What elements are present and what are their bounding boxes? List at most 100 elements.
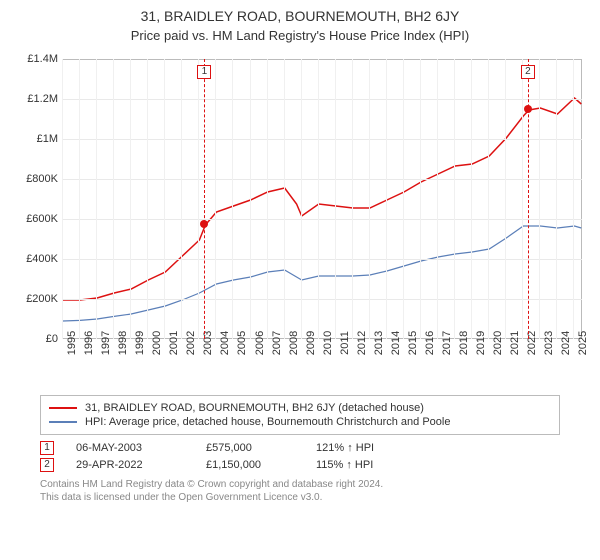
x-tick-label: 2010: [322, 331, 334, 355]
x-tick-label: 2020: [492, 331, 504, 355]
legend-label: HPI: Average price, detached house, Bour…: [85, 416, 450, 428]
grid-v: [215, 59, 216, 339]
sales-table: 1 06-MAY-2003£575,000121% ↑ HPI 2 29-APR-20…: [40, 441, 560, 472]
chart-legend: 31, BRAIDLEY ROAD, BOURNEMOUTH, BH2 6JY …: [40, 395, 560, 435]
x-tick-label: 2011: [339, 331, 351, 355]
x-tick-label: 2002: [185, 331, 197, 355]
x-tick-label: 2004: [219, 331, 231, 355]
sale-vline: [528, 59, 529, 339]
grid-v: [113, 59, 114, 339]
grid-v: [505, 59, 506, 339]
x-tick-label: 2021: [509, 331, 521, 355]
grid-v: [267, 59, 268, 339]
legend-label: 31, BRAIDLEY ROAD, BOURNEMOUTH, BH2 6JY …: [85, 402, 424, 414]
sales-row-num: 1: [40, 441, 54, 455]
grid-h: [62, 299, 582, 300]
grid-v: [369, 59, 370, 339]
page-title: 31, BRAIDLEY ROAD, BOURNEMOUTH, BH2 6JY: [10, 8, 590, 24]
y-tick-label: £1.2M: [10, 93, 58, 105]
sales-row-num: 2: [40, 458, 54, 472]
x-tick-label: 2023: [543, 331, 555, 355]
x-tick-label: 2000: [151, 331, 163, 355]
grid-h: [62, 259, 582, 260]
plot-area: [62, 59, 582, 339]
grid-v: [232, 59, 233, 339]
y-tick-label: £800K: [10, 173, 58, 185]
grid-h: [62, 139, 582, 140]
x-tick-label: 2001: [168, 331, 180, 355]
grid-v: [556, 59, 557, 339]
x-tick-label: 2006: [254, 331, 266, 355]
grid-v: [386, 59, 387, 339]
grid-v: [471, 59, 472, 339]
y-tick-label: £0: [10, 333, 58, 345]
grid-v: [420, 59, 421, 339]
grid-v: [96, 59, 97, 339]
x-tick-label: 2013: [373, 331, 385, 355]
x-tick-label: 2019: [475, 331, 487, 355]
grid-h: [62, 179, 582, 180]
sale-point: [524, 105, 532, 113]
footer-attribution: Contains HM Land Registry data © Crown c…: [40, 478, 560, 504]
x-tick-label: 2014: [390, 331, 402, 355]
grid-v: [335, 59, 336, 339]
grid-v: [250, 59, 251, 339]
sales-row: 2 29-APR-2022£1,150,000115% ↑ HPI: [40, 458, 560, 472]
grid-v: [454, 59, 455, 339]
sales-row-date: 29-APR-2022: [76, 459, 206, 471]
x-tick-label: 2008: [288, 331, 300, 355]
grid-v: [352, 59, 353, 339]
x-tick-label: 1998: [117, 331, 129, 355]
grid-v: [130, 59, 131, 339]
x-tick-label: 2012: [356, 331, 368, 355]
grid-v: [62, 59, 63, 339]
x-tick-label: 2015: [407, 331, 419, 355]
x-tick-label: 2025: [577, 331, 589, 355]
footer-line2: This data is licensed under the Open Gov…: [40, 491, 560, 504]
grid-v: [284, 59, 285, 339]
sales-row-date: 06-MAY-2003: [76, 442, 206, 454]
grid-v: [488, 59, 489, 339]
sale-point: [200, 220, 208, 228]
grid-v: [318, 59, 319, 339]
grid-v: [79, 59, 80, 339]
y-tick-label: £200K: [10, 293, 58, 305]
grid-v: [573, 59, 574, 339]
page-subtitle: Price paid vs. HM Land Registry's House …: [10, 28, 590, 43]
legend-swatch: [49, 421, 77, 423]
price-chart: £0£200K£400K£600K£800K£1M£1.2M£1.4M19951…: [10, 51, 590, 391]
legend-swatch: [49, 407, 77, 409]
grid-v: [437, 59, 438, 339]
x-tick-label: 2018: [458, 331, 470, 355]
grid-v: [198, 59, 199, 339]
series-hpi: [63, 226, 581, 321]
grid-h: [62, 99, 582, 100]
grid-v: [164, 59, 165, 339]
grid-v: [147, 59, 148, 339]
grid-v: [539, 59, 540, 339]
x-tick-label: 2017: [441, 331, 453, 355]
y-tick-label: £1M: [10, 133, 58, 145]
x-tick-label: 2016: [424, 331, 436, 355]
sales-row-price: £1,150,000: [206, 459, 316, 471]
x-tick-label: 1996: [83, 331, 95, 355]
y-tick-label: £600K: [10, 213, 58, 225]
x-tick-label: 1997: [100, 331, 112, 355]
x-tick-label: 2009: [305, 331, 317, 355]
x-tick-label: 2005: [236, 331, 248, 355]
series-property: [63, 98, 581, 300]
x-tick-label: 1995: [66, 331, 78, 355]
x-tick-label: 1999: [134, 331, 146, 355]
sales-row-hpi: 121% ↑ HPI: [316, 442, 436, 454]
sales-row: 1 06-MAY-2003£575,000121% ↑ HPI: [40, 441, 560, 455]
x-tick-label: 2007: [271, 331, 283, 355]
sale-label-box: 1: [197, 65, 211, 79]
sales-row-hpi: 115% ↑ HPI: [316, 459, 436, 471]
grid-v: [181, 59, 182, 339]
grid-v: [301, 59, 302, 339]
sales-row-price: £575,000: [206, 442, 316, 454]
y-tick-label: £400K: [10, 253, 58, 265]
sale-label-box: 2: [521, 65, 535, 79]
grid-v: [403, 59, 404, 339]
legend-row: HPI: Average price, detached house, Bour…: [49, 416, 551, 428]
